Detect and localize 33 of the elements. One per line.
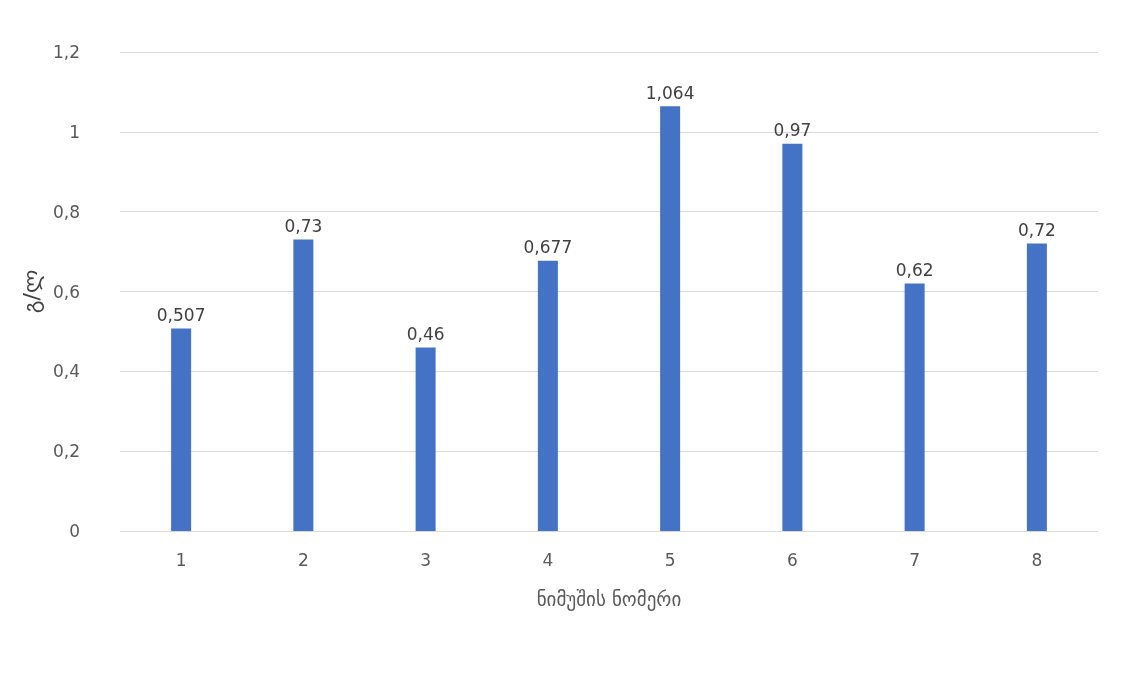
data-label: 0,97 <box>773 120 812 141</box>
data-label: 0,72 <box>1017 220 1056 241</box>
x-tick-label: 6 <box>786 549 798 570</box>
data-label: 0,62 <box>895 260 934 281</box>
data-label: 0,507 <box>156 305 206 326</box>
y-tick-label: 0,8 <box>52 201 80 222</box>
data-label: 1,064 <box>645 82 695 103</box>
y-tick-label: 0,2 <box>52 441 80 462</box>
bar <box>782 143 803 531</box>
y-tick-label: 1,2 <box>52 42 80 62</box>
bar <box>904 283 925 531</box>
data-label: 0,46 <box>406 323 445 344</box>
x-tick-label: 2 <box>297 549 309 570</box>
bar <box>1026 243 1047 531</box>
x-tick-label: 4 <box>542 549 554 570</box>
data-label: 0,677 <box>523 237 573 258</box>
bar <box>660 106 681 531</box>
x-tick-label: 7 <box>909 549 921 570</box>
x-tick-label: 8 <box>1031 549 1043 570</box>
x-axis-title: ნიმუშის ნომერი <box>536 587 682 611</box>
y-tick-label: 1 <box>69 121 80 142</box>
y-axis-title: გ/ლ <box>18 269 44 314</box>
y-tick-label: 0,4 <box>52 361 80 382</box>
x-tick-label: 1 <box>175 549 187 570</box>
bar <box>537 260 558 531</box>
bar <box>415 347 436 531</box>
y-tick-label: 0,6 <box>52 281 80 302</box>
bar <box>293 239 314 531</box>
data-label: 0,73 <box>284 216 323 237</box>
x-tick-label: 5 <box>664 549 676 570</box>
x-tick-label: 3 <box>420 549 432 570</box>
y-tick-label: 0 <box>69 521 80 541</box>
bar <box>171 328 192 531</box>
